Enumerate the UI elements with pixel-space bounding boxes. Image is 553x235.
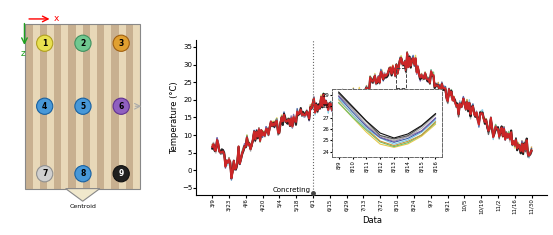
- Circle shape: [113, 166, 129, 182]
- Text: Centroid: Centroid: [69, 204, 96, 208]
- Bar: [54, 24, 61, 189]
- Bar: [61, 24, 69, 189]
- Text: z: z: [21, 49, 25, 58]
- Circle shape: [36, 166, 53, 182]
- Circle shape: [75, 98, 91, 114]
- Bar: [397, 68, 406, 87]
- X-axis label: Data: Data: [362, 216, 382, 225]
- Bar: [97, 24, 105, 189]
- Bar: [105, 24, 111, 189]
- Bar: [33, 24, 40, 189]
- Text: 5: 5: [80, 102, 86, 111]
- Text: 9: 9: [118, 169, 124, 178]
- Polygon shape: [66, 189, 100, 201]
- Text: 1: 1: [42, 39, 48, 48]
- Bar: [111, 24, 118, 189]
- Bar: [40, 24, 47, 189]
- Bar: [133, 24, 140, 189]
- Bar: [90, 24, 97, 189]
- Text: Concreting: Concreting: [272, 187, 310, 192]
- Text: 6: 6: [118, 102, 124, 111]
- Circle shape: [113, 98, 129, 114]
- Text: 7: 7: [42, 169, 48, 178]
- Text: 3: 3: [118, 39, 124, 48]
- Bar: [25, 24, 140, 189]
- Bar: [118, 24, 126, 189]
- Circle shape: [36, 35, 53, 51]
- Bar: [83, 24, 90, 189]
- Circle shape: [113, 35, 129, 51]
- Y-axis label: Temperature (°C): Temperature (°C): [170, 81, 179, 154]
- Text: 8: 8: [80, 169, 86, 178]
- Text: x: x: [54, 14, 59, 24]
- Text: 4: 4: [42, 102, 48, 111]
- Bar: [126, 24, 133, 189]
- Text: 2: 2: [80, 39, 86, 48]
- Bar: [76, 24, 83, 189]
- Bar: [69, 24, 76, 189]
- Bar: [47, 24, 54, 189]
- Circle shape: [75, 35, 91, 51]
- Circle shape: [36, 98, 53, 114]
- Circle shape: [75, 166, 91, 182]
- Bar: [25, 24, 33, 189]
